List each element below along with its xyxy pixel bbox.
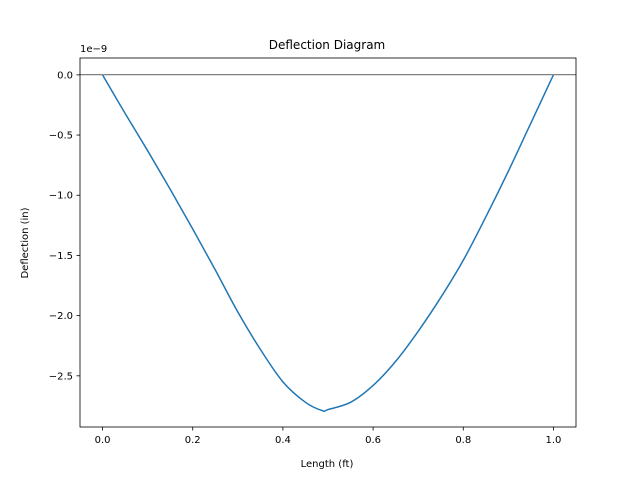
deflection-series-line bbox=[101, 74, 555, 413]
y-tick-label: −2.5 bbox=[49, 371, 73, 382]
plot-area-frame bbox=[79, 57, 577, 428]
x-tick-label: 0.8 bbox=[455, 435, 471, 446]
y-axis-ticks: 0.0 −0.5 −1.0 −1.5 −2.0 −2.5 bbox=[49, 70, 80, 382]
y-tick-label: −2.0 bbox=[49, 311, 73, 322]
series-layer bbox=[101, 74, 555, 413]
x-tick-label: 1.0 bbox=[546, 435, 562, 446]
x-axis-label: Length (ft) bbox=[301, 459, 354, 470]
chart-title: Deflection Diagram bbox=[269, 38, 385, 52]
x-tick-label: 0.6 bbox=[365, 435, 381, 446]
y-axis-label: Deflection (in) bbox=[20, 207, 31, 278]
x-tick-label: 0.4 bbox=[275, 435, 291, 446]
axes-frame bbox=[79, 57, 577, 428]
x-tick-label: 0.0 bbox=[95, 435, 111, 446]
y-tick-label: −1.5 bbox=[49, 251, 73, 262]
y-offset-label: 1e−9 bbox=[80, 44, 107, 55]
x-tick-label: 0.2 bbox=[185, 435, 201, 446]
y-tick-label: −1.0 bbox=[49, 191, 73, 202]
y-tick-label: 0.0 bbox=[57, 70, 73, 81]
y-tick-label: −0.5 bbox=[49, 131, 73, 142]
x-axis-ticks: 0.0 0.2 0.4 0.6 0.8 1.0 bbox=[95, 427, 562, 446]
